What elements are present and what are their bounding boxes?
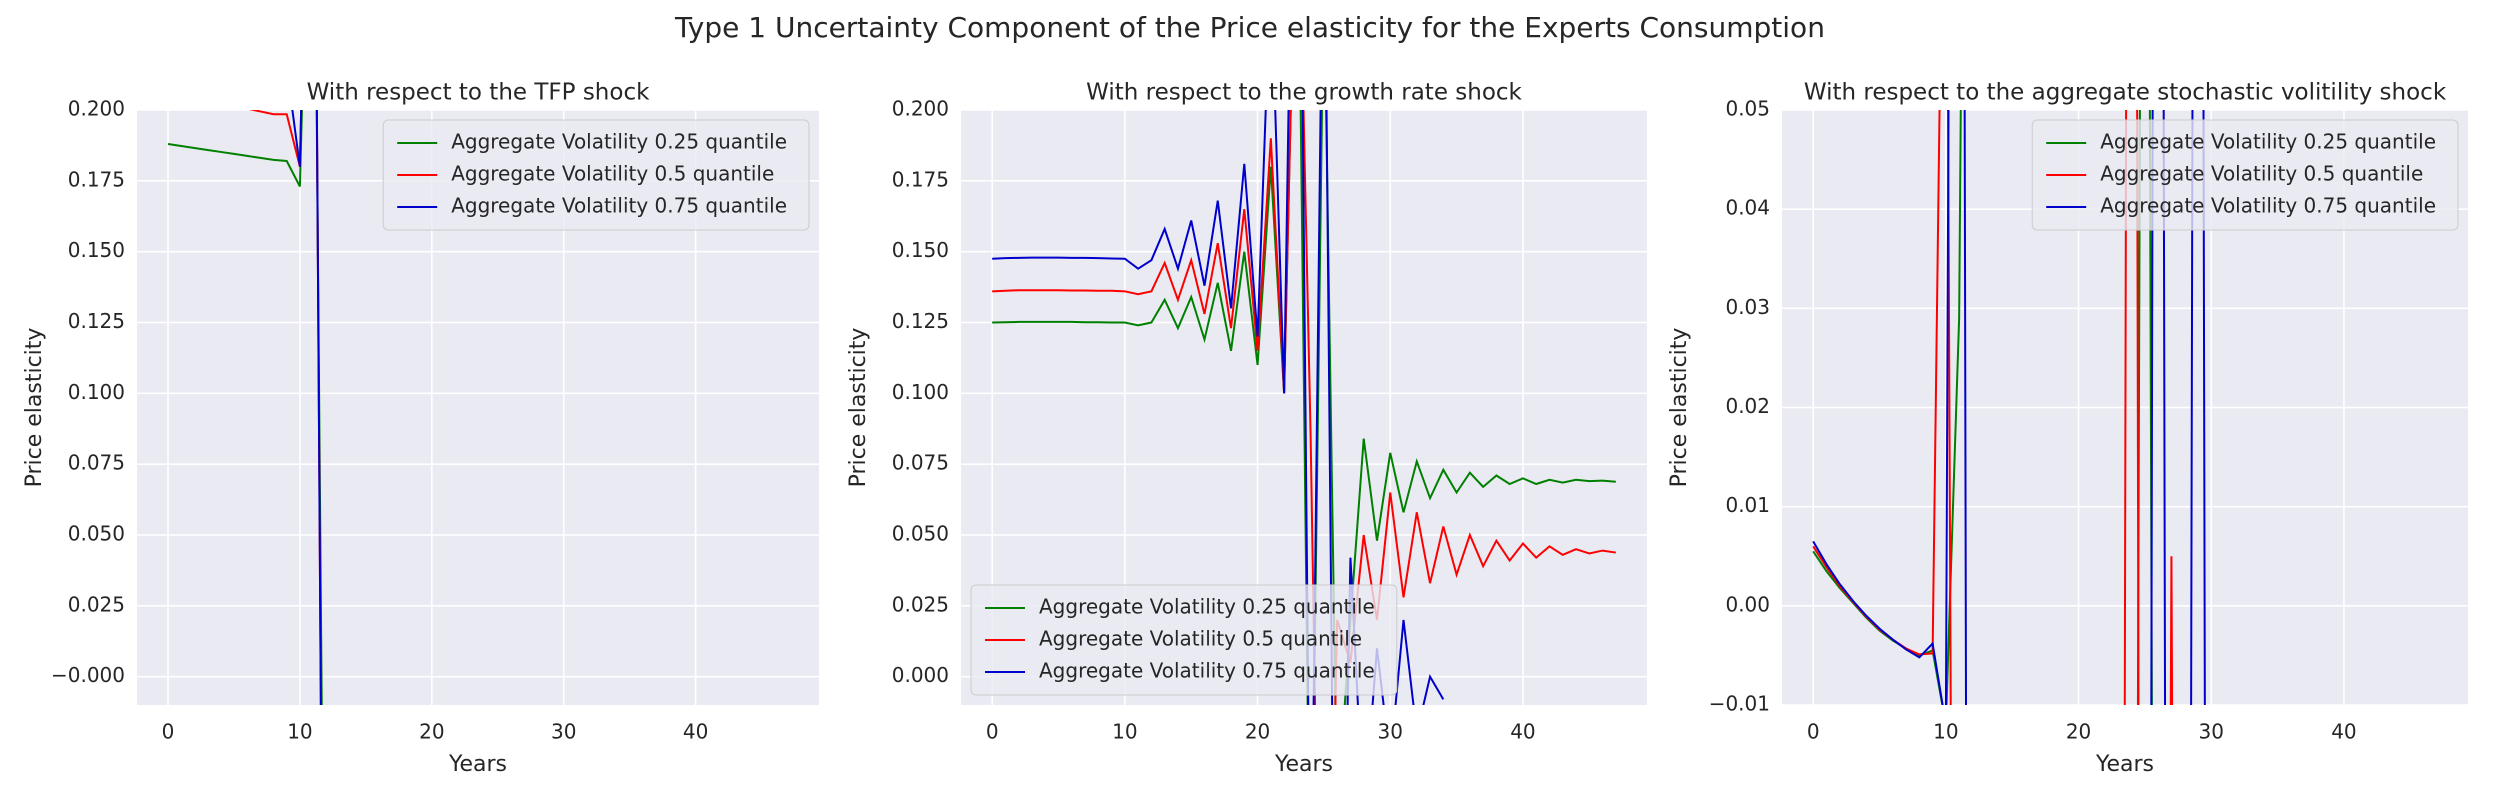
legend-label: Aggregate Volatility 0.75 quantile [1039, 659, 1375, 683]
x-tick-label: 0 [1807, 720, 1820, 744]
legend-box [970, 584, 1398, 696]
subplot-title: With respect to the growth rate shock [1086, 80, 1522, 106]
x-tick-label: 10 [287, 720, 312, 744]
legend-box [2031, 119, 2459, 231]
y-tick-label: 0.125 [892, 309, 949, 333]
x-axis-label: Years [448, 752, 507, 777]
series-line [992, 110, 1616, 705]
legend-box [382, 119, 810, 231]
y-tick-label: 0.175 [68, 167, 125, 191]
x-tick-label: 20 [1245, 720, 1270, 744]
legend-label: Aggregate Volatility 0.25 quantile [1039, 595, 1375, 619]
x-tick-label: 10 [1933, 720, 1958, 744]
x-tick-label: 10 [1112, 720, 1137, 744]
x-tick-label: 0 [162, 720, 175, 744]
y-tick-label: −0.01 [1709, 692, 1770, 716]
y-tick-label: 0.175 [892, 167, 949, 191]
x-tick-label: 40 [1510, 720, 1535, 744]
y-tick-label: 0.150 [68, 238, 125, 262]
x-axis-label: Years [1274, 752, 1333, 777]
y-tick-label: −0.000 [51, 663, 125, 687]
legend-label: Aggregate Volatility 0.5 quantile [451, 162, 774, 186]
x-tick-label: 30 [551, 720, 576, 744]
subplot-title: With respect to the TFP shock [307, 80, 651, 106]
x-tick-label: 20 [2066, 720, 2091, 744]
y-tick-label: 0.125 [68, 309, 125, 333]
legend-label: Aggregate Volatility 0.5 quantile [2100, 162, 2423, 186]
series-line [291, 110, 322, 705]
y-axis-label: Price elasticity [1667, 328, 1692, 488]
y-tick-label: 0.00 [1725, 592, 1770, 616]
y-tick-label: 0.000 [892, 663, 949, 687]
y-tick-label: 0.100 [892, 380, 949, 404]
y-tick-label: 0.025 [892, 592, 949, 616]
y-tick-label: 0.200 [892, 97, 949, 121]
legend: Aggregate Volatility 0.25 quantile Aggreg… [382, 119, 810, 231]
y-tick-label: 0.050 [68, 522, 125, 546]
legend-label: Aggregate Volatility 0.75 quantile [2100, 194, 2436, 218]
y-tick-label: 0.02 [1725, 394, 1770, 418]
x-tick-label: 0 [986, 720, 999, 744]
y-tick-label: 0.03 [1725, 295, 1770, 319]
legend-label: Aggregate Volatility 0.75 quantile [451, 194, 787, 218]
y-tick-label: 0.01 [1725, 493, 1770, 517]
y-tick-label: 0.075 [892, 451, 949, 475]
legend-label: Aggregate Volatility 0.5 quantile [1039, 627, 1362, 651]
figure-title: Type 1 Uncertainty Component of the Pric… [674, 11, 1825, 44]
legend: Aggregate Volatility 0.25 quantile Aggreg… [2031, 119, 2459, 231]
y-tick-label: 0.200 [68, 97, 125, 121]
x-tick-label: 30 [1378, 720, 1403, 744]
legend-label: Aggregate Volatility 0.25 quantile [2100, 130, 2436, 154]
series-line [992, 110, 1445, 705]
y-tick-label: 0.050 [892, 522, 949, 546]
y-tick-label: 0.075 [68, 451, 125, 475]
legend: Aggregate Volatility 0.25 quantile Aggreg… [970, 584, 1398, 696]
x-tick-label: 30 [2199, 720, 2224, 744]
subplot-title: With respect to the aggregate stochastic… [1804, 80, 2447, 106]
y-tick-label: 0.04 [1725, 196, 1770, 220]
y-axis-label: Price elasticity [846, 328, 871, 488]
x-axis-label: Years [2095, 752, 2154, 777]
y-axis-label: Price elasticity [22, 328, 47, 488]
series-line [1812, 110, 2206, 705]
series-line [167, 110, 323, 705]
x-tick-label: 20 [419, 720, 444, 744]
legend-label: Aggregate Volatility 0.25 quantile [451, 130, 787, 154]
y-tick-label: 0.05 [1725, 97, 1770, 121]
x-tick-label: 40 [2331, 720, 2356, 744]
series-line [992, 110, 1616, 705]
y-tick-label: 0.025 [68, 592, 125, 616]
x-tick-label: 40 [683, 720, 708, 744]
y-tick-label: 0.100 [68, 380, 125, 404]
y-tick-label: 0.150 [892, 238, 949, 262]
